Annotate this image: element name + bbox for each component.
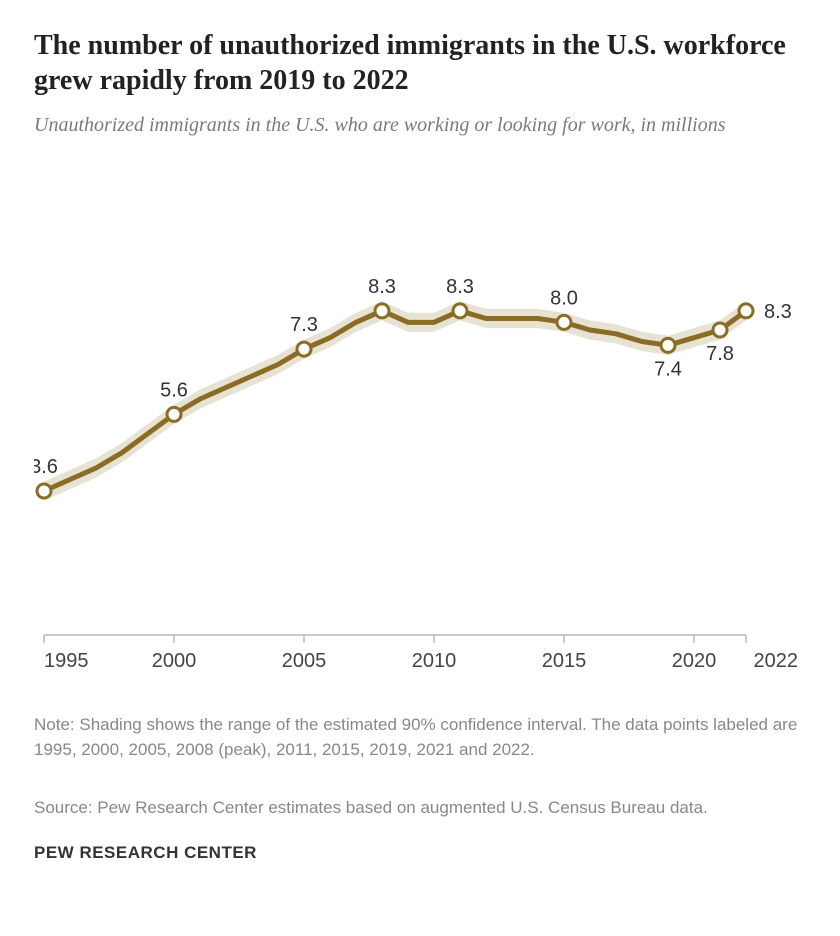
data-marker	[375, 304, 389, 318]
data-label: 8.0	[550, 287, 578, 309]
data-marker	[713, 323, 727, 337]
data-label: 5.6	[160, 379, 188, 401]
x-tick-label: 2005	[282, 650, 327, 672]
data-marker	[739, 304, 753, 318]
data-marker	[37, 484, 51, 498]
chart-source: Source: Pew Research Center estimates ba…	[34, 796, 806, 821]
data-marker	[661, 338, 675, 352]
data-marker	[557, 315, 571, 329]
data-label: 7.8	[706, 343, 734, 365]
chart-subtitle: Unauthorized immigrants in the U.S. who …	[34, 112, 806, 139]
x-tick-label: 2022	[754, 650, 799, 672]
data-marker	[167, 407, 181, 421]
confidence-band	[44, 301, 746, 500]
x-tick-label: 2020	[672, 650, 717, 672]
x-tick-label: 1995	[44, 650, 89, 672]
data-label: 7.4	[654, 358, 682, 380]
chart-svg: 1995 2000 2005 2010 2015 2020 2022 3.6 5.6 7.3 8.3…	[34, 159, 806, 679]
chart-note: Note: Shading shows the range of the est…	[34, 713, 806, 762]
data-label: 8.3	[764, 301, 792, 323]
data-marker	[297, 342, 311, 356]
x-tick-label: 2010	[412, 650, 457, 672]
line-chart: 1995 2000 2005 2010 2015 2020 2022 3.6 5.6 7.3 8.3…	[34, 159, 806, 679]
x-tick-label: 2015	[542, 650, 587, 672]
data-label: 7.3	[290, 314, 318, 336]
data-marker	[453, 304, 467, 318]
data-label: 8.3	[368, 276, 396, 298]
attribution: PEW RESEARCH CENTER	[34, 843, 806, 863]
data-label: 3.6	[34, 456, 58, 478]
x-tick-label: 2000	[152, 650, 197, 672]
chart-title: The number of unauthorized immigrants in…	[34, 28, 806, 98]
data-label: 8.3	[446, 276, 474, 298]
